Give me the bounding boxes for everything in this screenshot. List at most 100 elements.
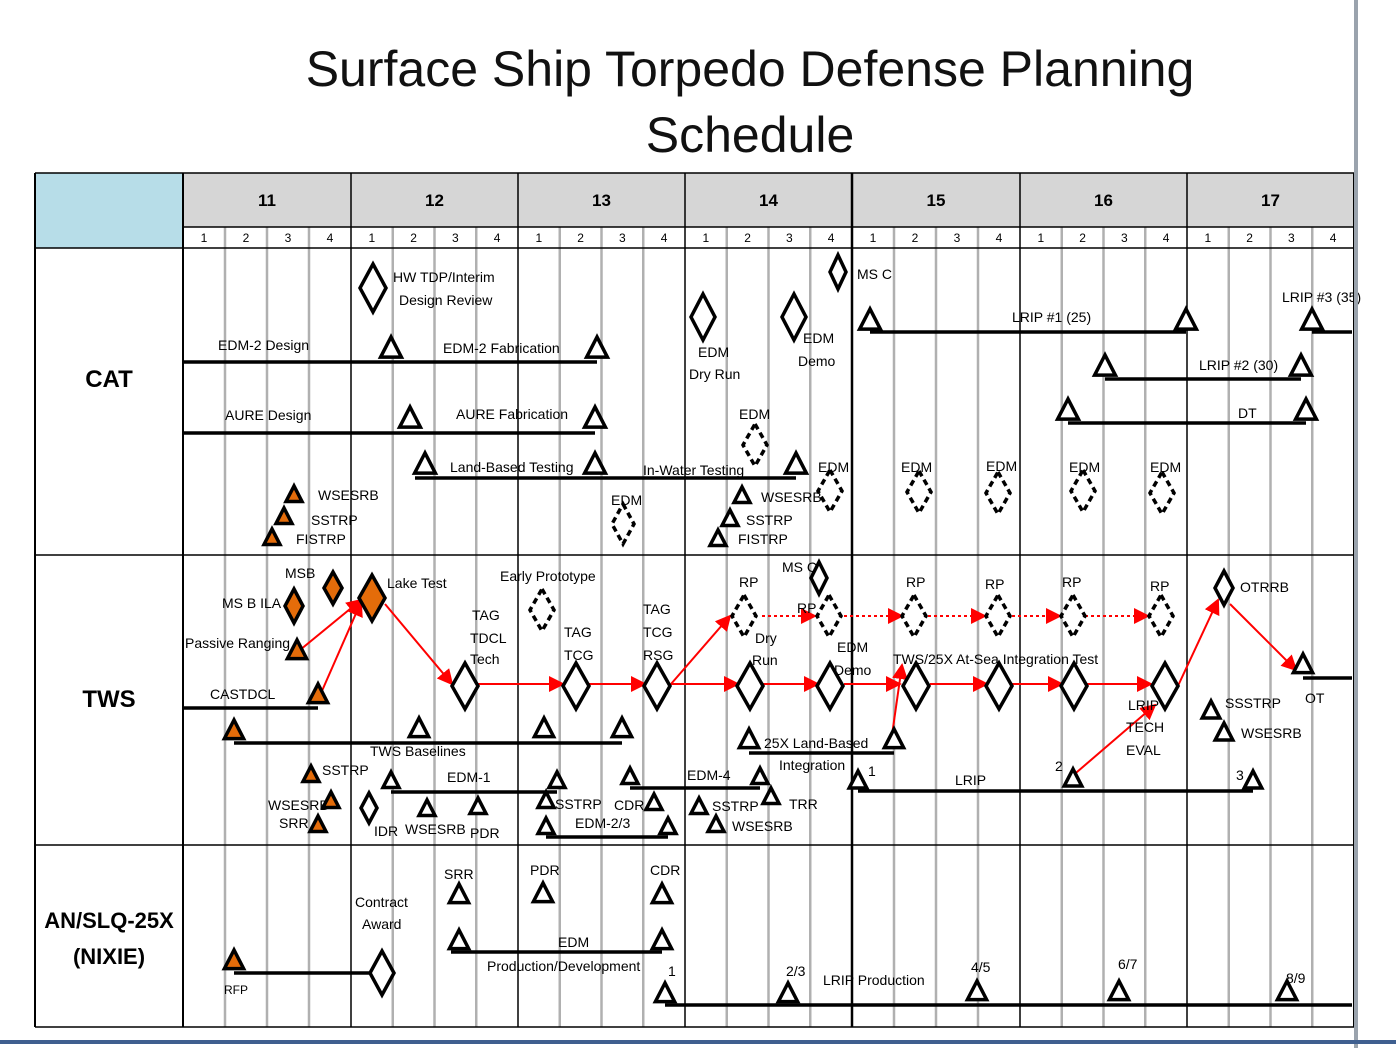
quarter-label: 1 <box>870 231 877 245</box>
milestone-triangle <box>303 766 319 782</box>
tws-label: LRIP <box>1128 697 1159 713</box>
milestone-triangle <box>381 337 402 357</box>
milestone-diamond <box>285 589 303 623</box>
nixie-label: 2/3 <box>786 963 806 979</box>
quarter-label: 3 <box>452 231 459 245</box>
hw-tdp-diamond <box>360 264 386 312</box>
tag-tcg-diamond <box>563 663 589 709</box>
tws-label: WSESRB <box>1241 725 1302 741</box>
tws-label: 2 <box>1055 758 1063 774</box>
milestone-triangle <box>323 792 339 808</box>
year-label: 12 <box>425 191 444 210</box>
milestone-triangle <box>310 816 326 832</box>
milestone-triangle <box>383 772 399 788</box>
quarter-label: 2 <box>912 231 919 245</box>
milestone-triangle <box>710 530 726 546</box>
tws-label: TRR <box>789 796 818 812</box>
edm-diamond-dashed <box>907 471 931 513</box>
tws-label: PDR <box>470 825 500 841</box>
row-label-nixie: AN/SLQ-25X (NIXIE) <box>44 908 174 969</box>
tws-label: Early Prototype <box>500 568 596 584</box>
year-label: 15 <box>927 191 946 210</box>
tws-label: Tech <box>470 651 500 667</box>
tws-label: 3 <box>1236 767 1244 783</box>
milestone-triangle <box>1202 701 1220 718</box>
milestone-triangle <box>224 950 243 969</box>
tws-label: EVAL <box>1126 742 1161 758</box>
flow-arrow <box>1177 600 1218 688</box>
nixie-label: Production/Development <box>487 958 640 974</box>
dry-run-diamond <box>737 663 763 709</box>
row-label-nixie-line: (NIXIE) <box>73 944 145 969</box>
milestone-triangle <box>224 720 243 739</box>
tws-label: TAG <box>564 624 592 640</box>
quarter-label: 4 <box>327 231 334 245</box>
quarter-label: 1 <box>201 231 208 245</box>
quarter-label: 4 <box>494 231 501 245</box>
rp-diamond <box>1061 595 1085 637</box>
milestone-triangle <box>1064 769 1082 786</box>
milestone-triangle <box>287 640 306 659</box>
tws-label: EDM <box>837 639 868 655</box>
milestone-triangle <box>708 816 724 832</box>
milestone-triangle <box>470 798 486 814</box>
flow-arrow <box>1230 604 1296 670</box>
milestone-triangle <box>1302 309 1323 329</box>
lake-test-diamond <box>359 575 385 621</box>
tws-label: SSTRP <box>555 796 602 812</box>
quarter-label: 2 <box>577 231 584 245</box>
milestone-triangle <box>739 729 758 748</box>
quarter-label: 1 <box>1038 231 1045 245</box>
edm-diamond-dashed <box>1150 472 1174 514</box>
year-label: 17 <box>1261 191 1280 210</box>
edm-diamond-dashed <box>743 424 767 466</box>
tws-label: 25X Land-Based <box>764 735 868 751</box>
milestone-triangle <box>1244 771 1262 788</box>
tws-label: TECH <box>1126 719 1164 735</box>
milestone-triangle <box>449 930 468 949</box>
rp-diamond <box>817 595 841 637</box>
quarter-label: 3 <box>285 231 292 245</box>
quarter-label: 1 <box>536 231 543 245</box>
contract-award-diamond <box>370 951 394 995</box>
tws-label: RP <box>985 576 1004 592</box>
rp-diamond <box>732 595 756 637</box>
nixie-label: Award <box>362 916 401 932</box>
edm-dry-run-diamond <box>691 294 715 340</box>
milestone-triangle <box>1176 309 1197 329</box>
quarter-label: 1 <box>703 231 710 245</box>
milestone-triangle <box>415 453 436 473</box>
tws-label: EDM-1 <box>447 769 491 785</box>
slide-bottom-edge <box>0 1040 1396 1044</box>
cat-label: EDM <box>698 344 729 360</box>
tws-label: EDM-2/3 <box>575 815 630 831</box>
quarter-label: 3 <box>1121 231 1128 245</box>
tws-label: RP <box>906 574 925 590</box>
tws-label: TWS Baselines <box>370 743 466 759</box>
milestone-triangle <box>409 718 428 737</box>
tws-label: WSESRB <box>405 821 466 837</box>
quarter-label: 1 <box>369 231 376 245</box>
cat-label: EDM <box>818 459 849 475</box>
milestone-triangle <box>860 309 881 329</box>
cat-label: SSTRP <box>311 512 358 528</box>
edm-diamond-dashed <box>986 472 1010 514</box>
milestone-triangle <box>1095 355 1116 375</box>
cat-label: EDM <box>1150 459 1181 475</box>
row-label-cat: CAT <box>85 366 133 393</box>
milestone-triangle <box>538 818 554 834</box>
milestone-triangle <box>646 794 662 810</box>
milestone-triangle <box>449 884 468 903</box>
nixie-label: 4/5 <box>971 959 991 975</box>
integration-diamond <box>1061 663 1087 709</box>
quarter-label: 2 <box>243 231 250 245</box>
milestone-triangle <box>734 487 750 503</box>
cat-label: FISTRP <box>738 531 788 547</box>
nixie-label: Contract <box>355 894 408 910</box>
milestone-triangle <box>1293 654 1312 673</box>
milestone-triangle <box>763 788 779 804</box>
ms-c-diamond <box>830 255 846 289</box>
milestone-triangle <box>419 800 435 816</box>
milestone-triangle <box>538 792 554 808</box>
edm-diamond-dashed <box>1071 470 1095 512</box>
